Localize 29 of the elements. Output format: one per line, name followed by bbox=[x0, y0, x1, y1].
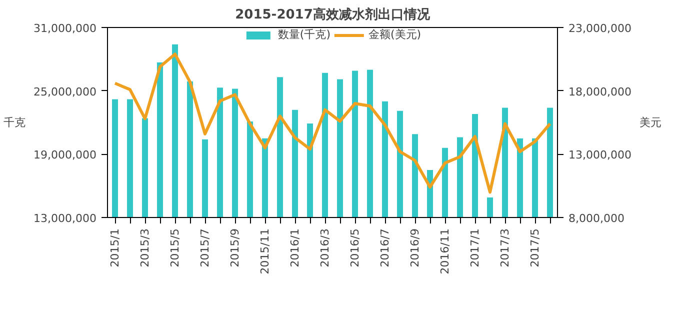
x-tick-label: 2015/1 bbox=[108, 228, 122, 268]
x-tick-label: 2017/5 bbox=[528, 228, 542, 268]
x-tick-label: 2016/11 bbox=[438, 228, 452, 274]
y-axis-title: 千克 bbox=[4, 116, 26, 129]
x-tick-label: 2017/3 bbox=[498, 228, 512, 268]
x-tick-label: 2016/5 bbox=[348, 228, 362, 268]
y2-tick-label: 13,000,000 bbox=[568, 148, 632, 162]
x-tick-label: 2017/1 bbox=[468, 228, 482, 268]
legend-label: 数量(千克) bbox=[278, 27, 330, 42]
y-tick-label: 13,000,000 bbox=[34, 212, 97, 225]
y2-tick-label: 8,000,000 bbox=[568, 212, 624, 225]
x-tick-label: 2015/3 bbox=[138, 228, 152, 268]
x-tick-label: 2015/5 bbox=[168, 228, 182, 268]
y2-axis-title: 美元 bbox=[639, 116, 662, 129]
y2-tick-label: 23,000,000 bbox=[568, 22, 632, 35]
x-tick-label: 2016/9 bbox=[408, 228, 422, 268]
x-tick-label: 2016/3 bbox=[318, 228, 332, 268]
x-tick-label: 2015/9 bbox=[228, 228, 242, 268]
y-tick-label: 31,000,000 bbox=[34, 22, 97, 35]
x-tick-label: 2015/11 bbox=[258, 228, 272, 274]
line-series bbox=[114, 52, 552, 194]
legend-label: 金额(美元) bbox=[368, 27, 422, 42]
y-tick-label: 19,000,000 bbox=[34, 148, 97, 162]
y2-tick-label: 18,000,000 bbox=[568, 85, 632, 98]
x-tick-label: 2016/1 bbox=[288, 228, 302, 268]
y-tick-label: 25,000,000 bbox=[34, 85, 97, 98]
x-tick-label: 2016/7 bbox=[378, 228, 392, 268]
x-tick-label: 2015/7 bbox=[198, 228, 212, 268]
chart-title: 2015-2017高效减水剂出口情况 bbox=[235, 6, 431, 22]
